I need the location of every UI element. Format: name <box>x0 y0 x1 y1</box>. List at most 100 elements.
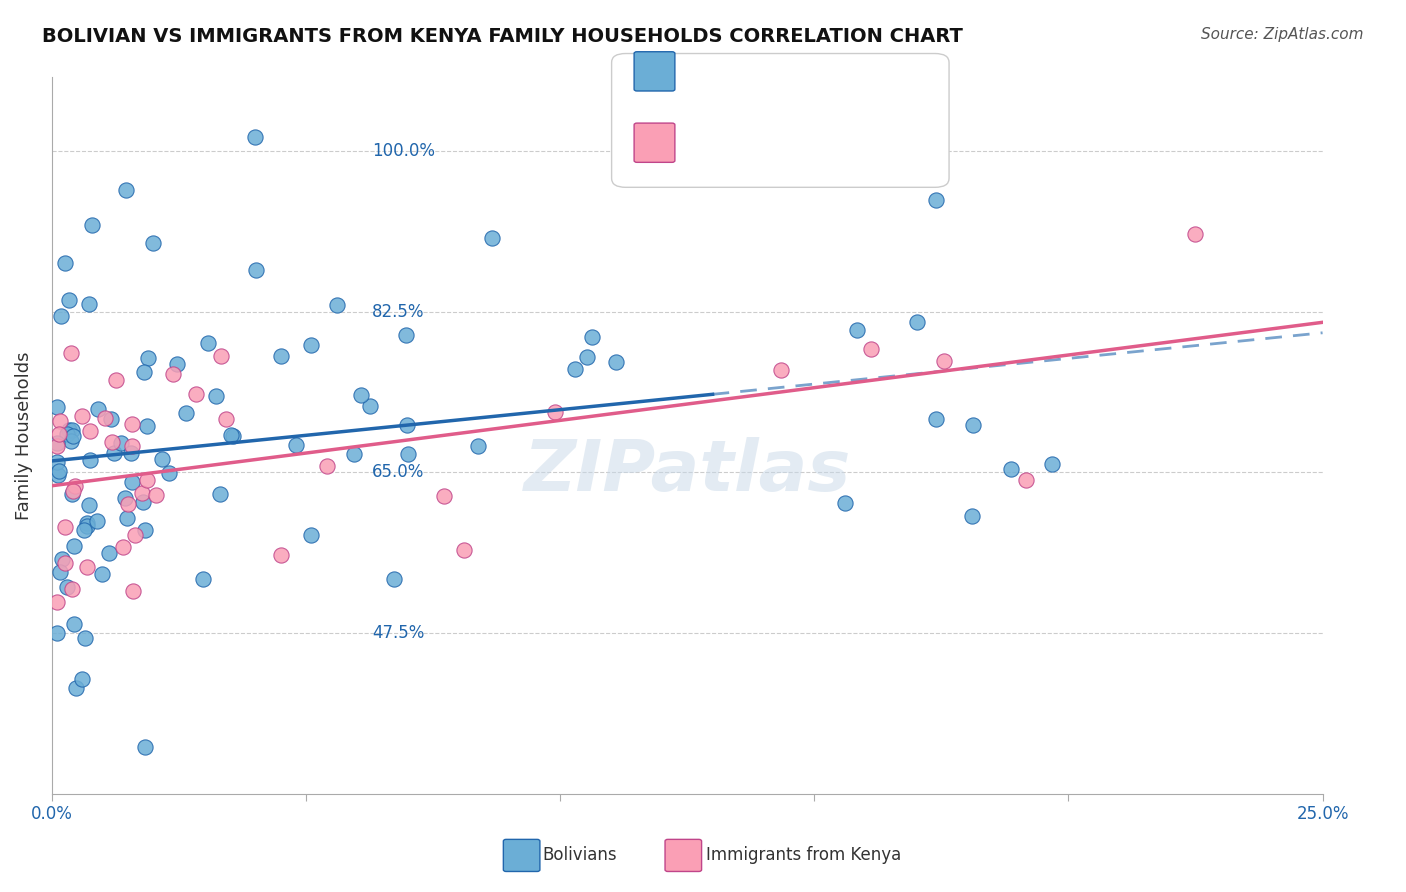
Point <box>115 183 138 197</box>
Point <box>110 436 132 450</box>
Point <box>117 511 139 525</box>
Point <box>111 540 134 554</box>
Point <box>58 293 80 308</box>
Point <box>62 429 84 443</box>
Point <box>962 509 984 524</box>
Point <box>150 452 173 467</box>
Point <box>65 479 87 493</box>
Point <box>98 546 121 560</box>
Text: 82.5%: 82.5% <box>373 302 425 320</box>
Point <box>197 335 219 350</box>
Point <box>208 487 231 501</box>
Point <box>60 346 83 360</box>
Point <box>433 490 456 504</box>
Point <box>166 357 188 371</box>
Point <box>222 429 245 443</box>
Point <box>76 516 98 530</box>
Point <box>94 410 117 425</box>
Point <box>157 466 180 480</box>
Text: R = 0.365   N = 39: R = 0.365 N = 39 <box>682 125 852 143</box>
Point <box>467 439 489 453</box>
Point <box>270 549 292 563</box>
Point <box>48 464 70 478</box>
Point <box>121 439 143 453</box>
Point <box>80 218 103 232</box>
Point <box>932 353 955 368</box>
Point <box>581 329 603 343</box>
Y-axis label: Family Households: Family Households <box>15 351 32 520</box>
Text: Bolivians: Bolivians <box>543 847 617 864</box>
Point <box>396 447 419 461</box>
Text: 100.0%: 100.0% <box>373 142 434 160</box>
Point <box>925 194 948 208</box>
Point <box>48 566 70 580</box>
Point <box>86 514 108 528</box>
Point <box>243 130 266 145</box>
Point <box>45 455 67 469</box>
Point <box>769 363 792 377</box>
Point <box>343 447 366 461</box>
Point <box>962 418 984 433</box>
Point <box>103 445 125 459</box>
Point <box>453 542 475 557</box>
Point <box>134 365 156 379</box>
Point <box>49 414 72 428</box>
Point <box>299 528 322 542</box>
Point <box>45 595 67 609</box>
Point <box>53 255 76 269</box>
Point <box>134 740 156 755</box>
Point <box>53 520 76 534</box>
Point <box>76 560 98 574</box>
Point <box>59 434 82 448</box>
Point <box>121 417 143 431</box>
Point <box>284 438 307 452</box>
Point <box>162 367 184 381</box>
Point <box>575 350 598 364</box>
Point <box>117 497 139 511</box>
Point <box>79 453 101 467</box>
Point <box>925 412 948 426</box>
Point <box>359 399 381 413</box>
Text: R = 0.260   N = 88: R = 0.260 N = 88 <box>682 62 852 80</box>
Point <box>124 527 146 541</box>
Point <box>90 567 112 582</box>
Point <box>63 540 86 554</box>
Point <box>605 355 627 369</box>
Point <box>45 625 67 640</box>
Point <box>174 406 197 420</box>
Point <box>122 584 145 599</box>
Point <box>60 582 83 596</box>
Point <box>193 572 215 586</box>
Point <box>79 424 101 438</box>
Point <box>834 496 856 510</box>
Point <box>135 473 157 487</box>
Point <box>350 388 373 402</box>
Point <box>63 616 86 631</box>
Point <box>859 342 882 356</box>
Point <box>544 405 567 419</box>
Point <box>77 498 100 512</box>
Point <box>215 411 238 425</box>
Point <box>70 409 93 423</box>
Point <box>564 362 586 376</box>
Point <box>76 518 98 533</box>
Point <box>270 349 292 363</box>
Point <box>481 231 503 245</box>
Point <box>120 446 142 460</box>
Point <box>48 426 70 441</box>
Point <box>62 483 84 498</box>
Point <box>219 428 242 442</box>
Point <box>114 491 136 505</box>
Point <box>905 315 928 329</box>
Point <box>75 632 97 646</box>
Point <box>56 426 79 441</box>
Point <box>46 468 69 483</box>
Point <box>135 418 157 433</box>
Text: ZIPatlas: ZIPatlas <box>523 437 851 506</box>
Point <box>316 459 339 474</box>
Point <box>56 580 79 594</box>
Point <box>326 298 349 312</box>
Point <box>65 681 87 695</box>
Point <box>60 423 83 437</box>
Point <box>1015 473 1038 487</box>
